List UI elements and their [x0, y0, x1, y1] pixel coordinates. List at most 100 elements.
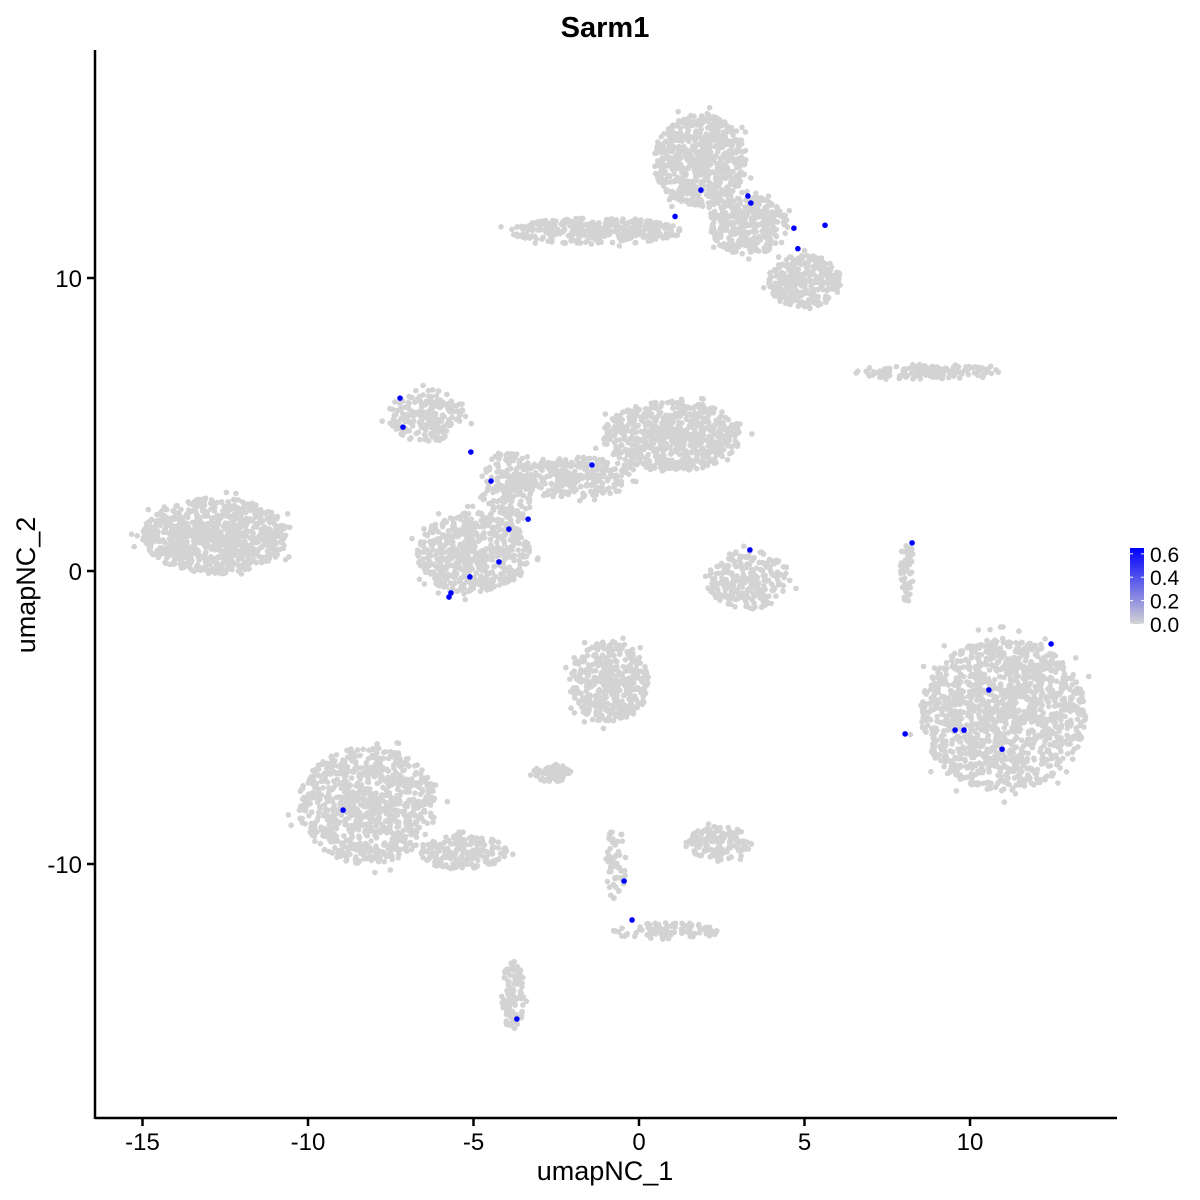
cell-point — [644, 411, 650, 418]
cell-point — [676, 143, 682, 150]
cell-point — [464, 562, 470, 569]
cell-point — [505, 551, 512, 558]
cell-point — [817, 266, 823, 273]
cell-point — [239, 547, 245, 553]
cell-point — [452, 408, 458, 415]
cell-point — [765, 193, 772, 199]
cell-point — [676, 153, 683, 159]
cell-point — [459, 407, 465, 413]
cell-point — [620, 409, 626, 416]
cell-point — [445, 528, 452, 534]
cell-point — [162, 517, 169, 524]
cell-point — [701, 172, 708, 178]
cell-point — [767, 269, 773, 276]
cell-point — [270, 532, 277, 538]
cell-point — [211, 508, 218, 514]
cell-point — [464, 503, 471, 510]
cell-point — [714, 450, 721, 457]
cell-point — [611, 484, 618, 491]
cell-point — [689, 134, 695, 141]
cell-point — [773, 232, 779, 238]
cell-point — [416, 393, 423, 400]
cell-point — [688, 154, 695, 160]
cell-point — [716, 426, 723, 432]
cell-point — [805, 277, 811, 284]
cell-point — [438, 418, 445, 425]
cell-point — [488, 548, 495, 554]
cell-point — [734, 146, 741, 152]
cell-point — [667, 156, 674, 162]
cell-point — [708, 214, 715, 221]
cell-point — [592, 479, 599, 486]
cell-point — [282, 532, 289, 539]
cell-point — [676, 451, 683, 458]
cell-point — [580, 454, 587, 461]
cell-point — [519, 455, 525, 462]
cell-point — [170, 525, 176, 531]
cell-point — [779, 288, 785, 294]
cell-point — [694, 128, 701, 135]
cell-point — [219, 499, 225, 506]
cell-point — [710, 244, 717, 250]
cell-point — [249, 517, 255, 523]
cell-point — [781, 270, 787, 277]
cell-point — [534, 556, 541, 563]
cell-point — [772, 283, 779, 290]
cell-point — [670, 223, 676, 229]
cell-point — [504, 579, 511, 585]
cell-point — [629, 414, 636, 420]
cell-point — [201, 554, 207, 560]
cell-point — [934, 713, 940, 720]
cell-point — [691, 118, 697, 125]
cell-point — [600, 233, 606, 239]
cell-point — [723, 215, 730, 222]
cell-point — [204, 568, 211, 575]
cell-point — [278, 539, 285, 546]
cell-point — [225, 561, 231, 568]
cell-point — [827, 260, 833, 267]
cell-point — [658, 134, 664, 140]
cell-point — [650, 420, 656, 427]
cell-point — [632, 447, 638, 453]
cell-point — [201, 496, 207, 502]
cell-point — [154, 533, 161, 540]
cell-point — [775, 254, 782, 260]
cell-point — [421, 581, 428, 587]
cell-point — [641, 443, 647, 450]
cell-point — [441, 533, 448, 539]
cell-point — [770, 223, 776, 230]
cell-point — [695, 200, 702, 206]
cell-point — [463, 516, 470, 523]
cell-point — [657, 232, 664, 239]
cell-point — [180, 532, 186, 538]
cell-point — [495, 461, 501, 467]
cell-point — [462, 596, 469, 603]
cell-point — [554, 483, 560, 490]
cell-point — [677, 129, 684, 136]
cell-point — [651, 446, 657, 452]
cell-point — [1063, 769, 1070, 775]
cell-point — [612, 466, 618, 472]
cell-point — [509, 533, 515, 539]
cell-point — [665, 173, 672, 179]
cell-point — [562, 239, 568, 246]
cell-point — [693, 465, 700, 472]
cell-point — [268, 509, 275, 516]
cell-point — [279, 524, 286, 531]
cell-point — [580, 490, 586, 497]
cell-point — [491, 497, 497, 504]
cell-point — [651, 462, 658, 469]
cell-point — [632, 239, 639, 246]
cell-point — [234, 562, 241, 568]
cell-point — [695, 122, 701, 128]
cell-point — [836, 272, 842, 278]
cell-point — [604, 429, 610, 436]
cell-point — [705, 459, 712, 466]
cell-point — [628, 234, 634, 240]
cell-point — [673, 410, 680, 417]
cell-point — [547, 229, 554, 236]
cell-point — [493, 539, 500, 546]
cell-point — [710, 220, 717, 226]
cell-point — [736, 429, 742, 435]
cell-point — [379, 418, 386, 424]
